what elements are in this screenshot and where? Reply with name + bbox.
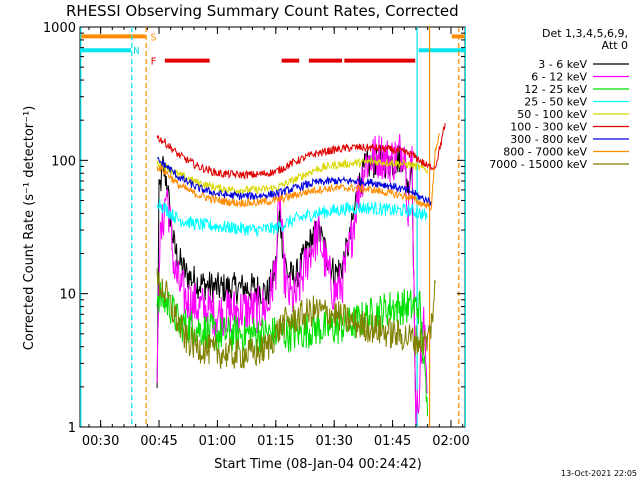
y-tick-label: 10 [59,288,76,303]
x-tick-label: 01:30 [315,434,352,449]
x-tick-label: 02:00 [432,434,469,449]
legend-label: 25 - 50 keV [524,96,587,109]
series-line [156,268,436,369]
x-tick-label: 01:45 [374,434,411,449]
flag-f-label: F [150,57,156,68]
legend-label: 50 - 100 keV [517,108,587,121]
x-tick-label: 01:00 [199,434,236,449]
legend-label: 800 - 7000 keV [503,146,587,159]
legend-header-line2: Att 0 [602,39,628,52]
flag-s-label: S [150,32,156,43]
series-line [156,156,432,206]
legend-header-line1: Det 1,3,4,5,6,9, [542,27,628,40]
legend-label: 12 - 25 keV [524,83,587,96]
legend-label: 6 - 12 keV [531,71,587,84]
x-tick-label: 00:45 [140,434,177,449]
legend-label: 100 - 300 keV [510,121,587,134]
x-tick-label: 01:15 [257,434,294,449]
y-tick-label: 1 [68,421,76,436]
axis-ticks: 00:30 00:45 01:00 01:15 01:30 01:45 02:00 1 10 10… [43,21,470,449]
series-line [156,199,428,237]
legend-label: 3 - 6 keV [538,58,587,71]
legend-label: 300 - 800 keV [510,133,587,146]
series-line [156,133,428,428]
chart-title: RHESSI Observing Summary Count Rates, Co… [66,2,459,20]
footer-date: 13-Oct-2021 22:05 [561,469,637,478]
y-tick-label: 100 [51,154,76,169]
series-line [156,132,440,211]
series-line [156,123,446,180]
y-tick-label: 1000 [43,21,76,36]
legend-label: 7000 - 15000 keV [489,158,587,171]
x-tick-label: 00:30 [82,434,119,449]
x-axis-label: Start Time (08-Jan-04 00:24:42) [214,457,422,472]
flag-n-label: N [133,46,139,57]
series-layer: SNF [80,27,466,428]
y-axis-label: Corrected Count Rate (s⁻¹ detector⁻¹) [22,106,37,351]
